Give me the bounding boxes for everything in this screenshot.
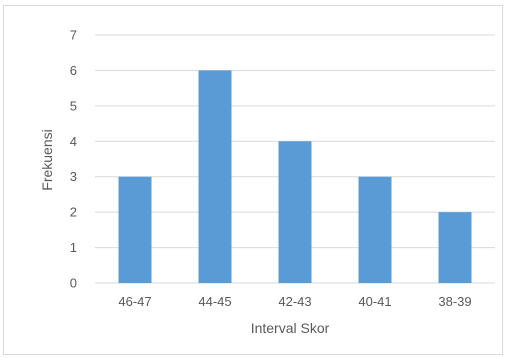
- y-tick-label: 4: [70, 134, 77, 149]
- x-tick-label: 40-41: [358, 294, 391, 309]
- bars: [118, 70, 472, 283]
- y-tick-label: 6: [70, 63, 77, 78]
- y-tick-label: 1: [70, 240, 77, 255]
- x-tick-label: 46-47: [118, 294, 151, 309]
- x-tick-label: 42-43: [278, 294, 311, 309]
- y-tick-label: 2: [70, 205, 77, 220]
- x-tick-labels: 46-47 44-45 42-43 40-41 38-39: [118, 294, 471, 309]
- y-tick-labels: 0 1 2 3 4 5 6 7: [70, 28, 77, 291]
- y-tick-label: 5: [70, 98, 77, 113]
- bar-46-47: [118, 176, 152, 283]
- y-tick-label: 0: [70, 276, 77, 291]
- bar-38-39: [438, 212, 472, 283]
- bar-42-43: [278, 141, 312, 283]
- x-tick-label: 44-45: [198, 294, 231, 309]
- bar-40-41: [358, 176, 392, 283]
- y-tick-label: 3: [70, 169, 77, 184]
- y-tick-label: 7: [70, 28, 77, 43]
- x-tick-label: 38-39: [438, 294, 471, 309]
- y-axis-title: Frekuensi: [39, 129, 55, 190]
- bar-44-45: [198, 70, 232, 283]
- chart-frame: [3, 5, 503, 355]
- x-axis-title: Interval Skor: [251, 320, 330, 336]
